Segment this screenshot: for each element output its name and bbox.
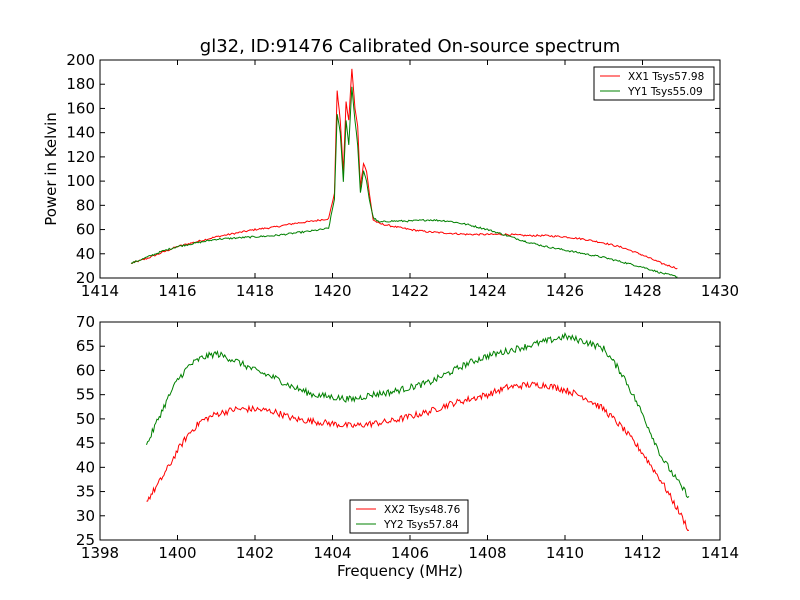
x-tick-label: 1420: [313, 282, 351, 300]
y-tick-label: 60: [76, 361, 95, 379]
y-tick-label: 160: [66, 99, 95, 117]
y-tick-label: 80: [76, 196, 95, 214]
bottom-plot-xx2-yy2: 1398 1400 1402 1404 1406 1408 1410 1412 1414 25 30…: [76, 313, 739, 580]
x-tick-label: 1406: [391, 544, 429, 562]
x-tick-label: 1422: [391, 282, 429, 300]
series-line-xx: [130, 68, 678, 270]
y-tick-label: 35: [76, 483, 95, 501]
y-tick-label: 45: [76, 434, 95, 452]
legend-label: XX1 Tsys57.98: [628, 71, 704, 83]
x-tick-label: 1408: [468, 544, 506, 562]
y-axis-label: Power in Kelvin: [42, 112, 60, 226]
series-line-yy: [146, 331, 690, 499]
x-tick-label: 1412: [623, 544, 661, 562]
x-tick-label: 1426: [546, 282, 584, 300]
legend: XX1 Tsys57.98 YY1 Tsys55.09: [593, 66, 715, 101]
x-tick-label: 1404: [313, 544, 351, 562]
y-tick-label: 180: [66, 75, 95, 93]
legend-label: YY1 Tsys55.09: [627, 86, 703, 98]
x-tick-label: 1402: [236, 544, 274, 562]
legend: XX2 Tsys48.76 YY2 Tsys57.84: [349, 499, 469, 534]
legend-box: [349, 499, 469, 534]
legend-label: YY2 Tsys57.84: [383, 519, 459, 531]
y-tick-label: 40: [76, 458, 95, 476]
x-tick-label: 1418: [236, 282, 274, 300]
legend-box: [593, 66, 715, 101]
x-tick-label: 1398: [81, 544, 119, 562]
y-tick-label: 100: [66, 172, 95, 190]
figure-title: gl32, ID:91476 Calibrated On-source spec…: [200, 36, 620, 57]
x-tick-label: 1410: [546, 544, 584, 562]
y-tick-label: 20: [76, 269, 95, 287]
series-line-yy: [130, 86, 678, 278]
y-tick-label: 70: [76, 313, 95, 331]
x-tick-label: 1414: [701, 544, 739, 562]
legend-label: XX2 Tsys48.76: [384, 504, 461, 516]
y-tick-label: 60: [76, 221, 95, 239]
top-plot-xx1-yy1: 1414 1416 1418 1420 1422 1424 1426 1428 1430 20 40…: [42, 51, 739, 300]
y-tick-label: 30: [76, 507, 95, 525]
x-tick-label: 1400: [158, 544, 196, 562]
y-tick-label: 25: [76, 531, 95, 549]
x-tick-label: 1416: [158, 282, 196, 300]
y-tick-label: 55: [76, 386, 95, 404]
y-tick-label: 120: [66, 148, 95, 166]
y-tick-label: 140: [66, 124, 95, 142]
y-tick-label: 40: [76, 245, 95, 263]
y-tick-label: 50: [76, 410, 95, 428]
x-tick-label: 1428: [623, 282, 661, 300]
x-tick-label: 1414: [81, 282, 119, 300]
series-line-xx: [146, 381, 690, 531]
y-tick-label: 200: [66, 51, 95, 69]
y-tick-label: 65: [76, 337, 95, 355]
x-axis-label: Frequency (MHz): [337, 562, 463, 580]
x-tick-label: 1424: [468, 282, 506, 300]
x-tick-label: 1430: [701, 282, 739, 300]
